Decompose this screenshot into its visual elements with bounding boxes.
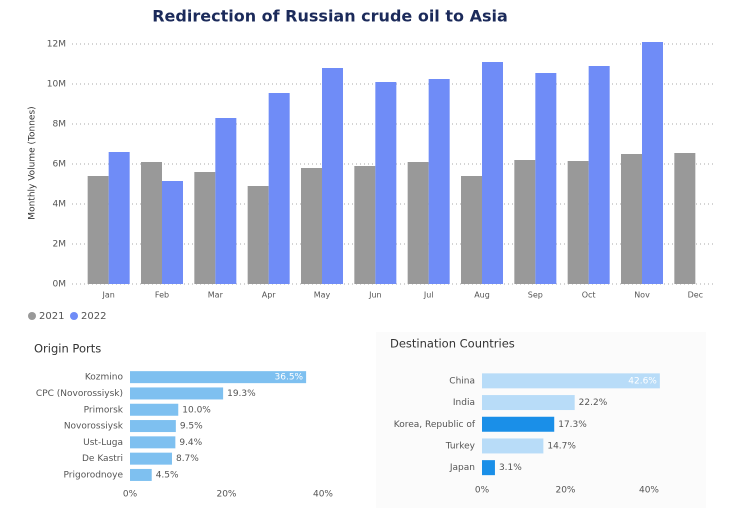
value-label: 10.0% [182,405,211,415]
category-label: Korea, Republic of [394,420,476,430]
x-tick-label: Jan [101,291,114,300]
value-label: 36.5% [275,373,304,383]
legend-label: 2022 [81,311,106,322]
x-tick-label: Mar [208,291,224,300]
bar [130,420,176,433]
bar [87,176,109,284]
chart-title: Redirection of Russian crude oil to Asia [152,7,508,26]
bar [514,160,536,284]
category-label: Prigorodnoye [64,470,124,480]
bar [482,395,575,411]
bar [482,62,503,284]
bar [141,162,162,284]
value-label: 14.7% [547,441,576,451]
bar [535,73,557,284]
legend-marker [28,312,36,320]
x-tick-label: 20% [216,490,236,500]
category-label: Turkey [445,441,476,451]
bar [407,162,429,284]
category-label: Novorossiysk [64,422,124,432]
category-label: Primorsk [84,405,124,415]
x-tick-label: Apr [262,291,277,300]
bar [162,181,183,284]
x-tick-label: 40% [639,486,659,496]
y-tick-label: 10M [47,80,66,90]
x-tick-label: 20% [555,486,575,496]
category-label: Kozmino [85,373,124,383]
bar [322,68,343,284]
category-label: India [453,398,475,408]
bar [354,166,376,284]
x-tick-label: Oct [582,291,596,300]
value-label: 42.6% [628,376,657,386]
y-tick-label: 6M [53,160,67,170]
x-tick-label: May [314,291,331,300]
bar [130,371,307,384]
value-label: 9.4% [179,438,202,448]
y-tick-label: 12M [47,40,66,50]
x-tick-label: 0% [123,490,138,500]
y-tick-label: 4M [53,200,67,210]
bar [482,460,495,476]
y-tick-label: 2M [53,240,67,250]
bar [674,153,696,284]
bar [130,403,179,416]
value-label: 9.5% [180,422,203,432]
category-label: De Kastri [82,454,123,464]
bar [482,416,555,432]
bar [461,176,482,284]
bar [482,438,544,454]
x-tick-label: 0% [475,486,490,496]
bar [268,93,290,284]
bar [588,66,610,284]
bar [130,468,152,481]
category-label: Ust-Luga [83,438,123,448]
bar [642,42,663,284]
category-label: Japan [449,463,475,473]
value-label: 19.3% [227,389,256,399]
value-label: 4.5% [156,470,179,480]
bar [108,152,130,284]
bar [247,186,269,284]
bar [428,79,450,284]
bar [301,168,322,284]
x-tick-label: Feb [155,291,169,300]
x-tick-label: Sep [528,291,543,300]
x-tick-label: Dec [688,291,703,300]
x-tick-label: Jun [368,291,382,300]
x-tick-label: Aug [474,291,490,300]
y-axis-label: Monthly Volume (Tonnes) [28,106,38,219]
bar [215,118,237,284]
bar [621,154,642,284]
category-label: China [449,376,475,386]
panel-title: Origin Ports [34,342,101,356]
legend-label: 2021 [39,311,64,322]
bar [567,161,589,284]
bar [194,172,216,284]
x-tick-label: 40% [313,490,333,500]
legend-marker [70,312,78,320]
panel-title: Destination Countries [390,337,515,351]
x-tick-label: Nov [634,291,650,300]
value-label: 22.2% [579,398,608,408]
bar [130,387,224,400]
bar [130,452,172,465]
category-label: CPC (Novorossiysk) [36,389,123,399]
x-tick-label: Jul [423,291,434,300]
bar [482,373,660,389]
y-tick-label: 8M [53,120,67,130]
bar [375,82,397,284]
value-label: 3.1% [499,463,522,473]
y-tick-label: 0M [53,280,67,290]
value-label: 17.3% [558,420,587,430]
value-label: 8.7% [176,454,199,464]
bar [130,436,176,449]
